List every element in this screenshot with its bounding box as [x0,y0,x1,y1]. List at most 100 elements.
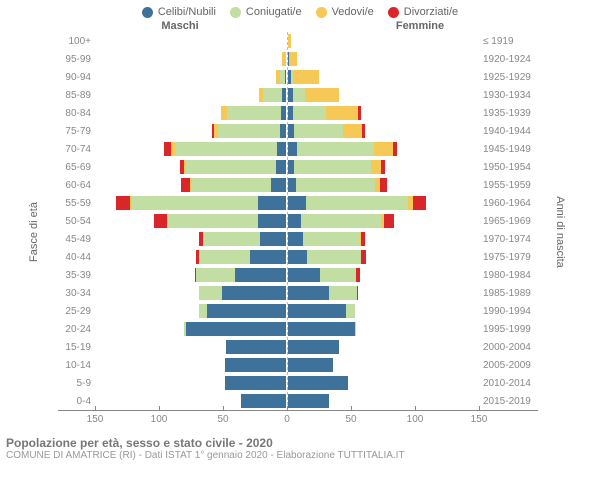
footer: Popolazione per età, sesso e stato civil… [0,432,600,461]
bar-segment [218,124,279,138]
bar-male [94,286,286,300]
bar-male [94,106,286,120]
male-half [94,248,286,266]
bar-segment [303,232,359,246]
bar-segment [343,124,362,138]
bar-female [288,88,480,102]
female-half [288,212,480,230]
bar-male [94,304,286,318]
bar-segment [288,394,329,408]
birth-label: 1955-1959 [480,180,538,191]
bar-segment [361,250,366,264]
bar-female [288,250,480,264]
male-half [94,212,286,230]
male-half [94,284,286,302]
age-label: 85-89 [58,90,94,101]
male-half [94,104,286,122]
legend-label: Divorziati/e [404,6,458,18]
bar-male [94,160,286,174]
male-half [94,392,286,410]
male-half [94,302,286,320]
female-half [288,140,480,158]
age-label: 0-4 [58,396,94,407]
legend-dot [230,7,241,18]
bar-female [288,286,480,300]
column-headers: Maschi Femmine [0,20,600,32]
bar-female [288,340,480,354]
age-row: 70-741945-1949 [58,140,538,158]
female-half [288,158,480,176]
bar-segment [154,214,167,228]
bar-segment [293,88,305,102]
bar-segment [380,178,386,192]
age-row: 0-4 2015-2019 [58,392,538,410]
male-half [94,86,286,104]
bar-segment [282,88,286,102]
bar-segment [357,286,358,300]
birth-label: 1990-1994 [480,306,538,317]
age-row: 10-142005-2009 [58,356,538,374]
female-half [288,302,480,320]
x-tick-label: 150 [87,414,104,425]
bar-segment [132,196,257,210]
bar-segment [235,268,286,282]
bar-segment [384,214,394,228]
bar-male [94,340,286,354]
bar-segment [288,268,320,282]
bar-male [94,322,286,336]
bar-segment [288,250,307,264]
male-half [94,158,286,176]
birth-label: 2010-2014 [480,378,538,389]
bar-female [288,178,480,192]
female-half [288,86,480,104]
bar-segment [186,322,286,336]
birth-label: 1965-1969 [480,216,538,227]
age-label: 100+ [58,36,94,47]
bar-segment [227,106,281,120]
header-male: Maschi [0,20,300,32]
bar-female [288,268,480,282]
bar-male [94,70,286,84]
birth-label: 1930-1934 [480,90,538,101]
bar-male [94,394,286,408]
bar-segment [413,196,426,210]
age-row: 40-441975-1979 [58,248,538,266]
bar-segment [296,178,375,192]
bar-segment [175,142,277,156]
age-label: 75-79 [58,126,94,137]
legend-item: Divorziati/e [388,6,458,18]
bar-segment [168,214,258,228]
birth-label: 2015-2019 [480,396,538,407]
age-row: 20-241995-1999 [58,320,538,338]
legend-item: Vedovi/e [316,6,374,18]
age-label: 65-69 [58,162,94,173]
male-half [94,320,286,338]
male-half [94,122,286,140]
age-label: 55-59 [58,198,94,209]
bar-segment [199,304,207,318]
bar-male [94,52,286,66]
bar-segment [116,196,130,210]
bar-segment [203,232,261,246]
age-row: 30-341985-1989 [58,284,538,302]
bar-male [94,358,286,372]
female-half [288,320,480,338]
age-label: 45-49 [58,234,94,245]
bar-segment [374,142,393,156]
bar-male [94,232,286,246]
bar-segment [288,178,296,192]
bar-segment [222,286,286,300]
bar-segment [263,88,282,102]
male-half [94,50,286,68]
bar-segment [196,268,234,282]
bar-male [94,376,286,390]
bar-male [94,268,286,282]
age-row: 15-192000-2004 [58,338,538,356]
age-label: 15-19 [58,342,94,353]
bar-segment [288,286,329,300]
legend-dot [316,7,327,18]
bar-segment [355,322,356,336]
bar-segment [393,142,397,156]
age-label: 50-54 [58,216,94,227]
age-row: 50-54 1965-1969 [58,212,538,230]
